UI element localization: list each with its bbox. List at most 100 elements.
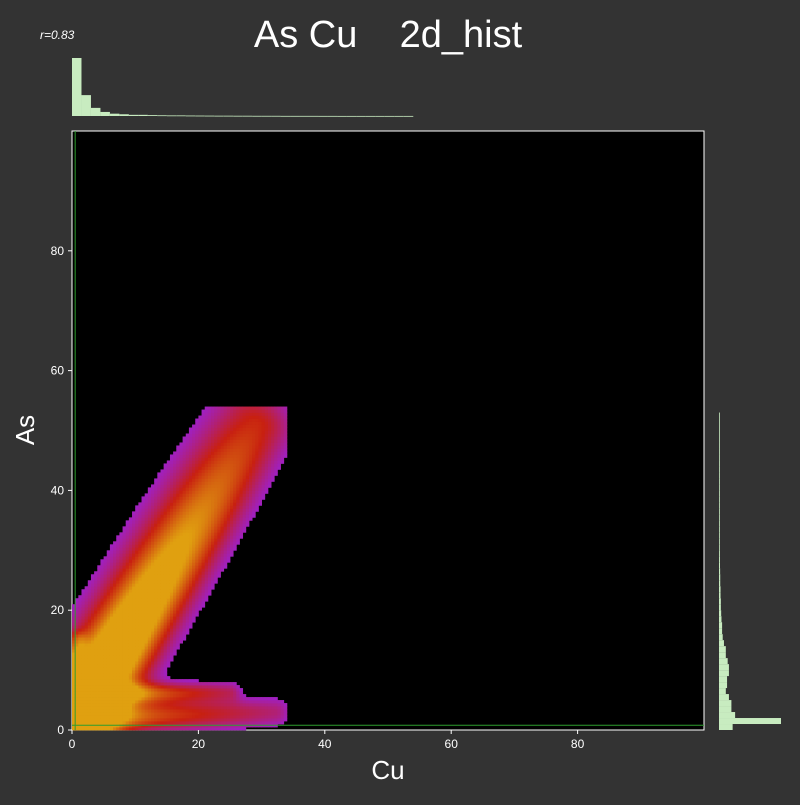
heatmap-cell — [173, 451, 177, 455]
heatmap-cell — [122, 607, 127, 611]
heatmap-cell — [204, 508, 209, 512]
heatmap-cell — [182, 529, 187, 533]
heatmap-cell — [267, 466, 272, 470]
heatmap-cell — [157, 544, 161, 548]
heatmap-cell — [166, 511, 171, 515]
heatmap-cell — [78, 694, 82, 698]
heatmap-cell — [176, 577, 180, 581]
heatmap-cell — [147, 526, 152, 530]
heatmap-cell — [100, 571, 104, 575]
heatmap-cell — [239, 694, 244, 698]
heatmap-cell — [125, 670, 130, 674]
heatmap-cell — [106, 655, 111, 659]
heatmap-cell — [255, 472, 259, 476]
heatmap-cell — [90, 679, 95, 683]
heatmap-cell — [151, 574, 155, 578]
heatmap-cell — [106, 688, 111, 692]
heatmap-cell — [236, 457, 240, 461]
heatmap-cell — [103, 682, 108, 686]
heatmap-cell — [72, 706, 76, 710]
heatmap-cell — [188, 484, 193, 488]
heatmap-cell — [87, 595, 92, 599]
heatmap-cell — [141, 541, 146, 545]
heatmap-cell — [173, 556, 177, 560]
heatmap-cell — [242, 478, 247, 482]
heatmap-cell — [125, 523, 130, 527]
heatmap-cell — [154, 580, 158, 584]
heatmap-cell — [113, 706, 117, 710]
heatmap-cell — [182, 574, 187, 578]
heatmap-cell — [81, 697, 86, 701]
heatmap-cell — [103, 559, 108, 563]
heatmap-cell — [195, 460, 199, 464]
heatmap-cell — [271, 721, 275, 725]
heatmap-cell — [113, 586, 117, 590]
heatmap-cell — [204, 565, 209, 569]
heatmap-cell — [226, 505, 231, 509]
heatmap-cell — [90, 694, 95, 698]
heatmap-cell — [166, 508, 171, 512]
heatmap-cell — [214, 472, 218, 476]
heatmap-cell — [160, 589, 165, 593]
heatmap-cell — [138, 658, 142, 662]
heatmap-cell — [255, 499, 259, 503]
heatmap-cell — [135, 637, 139, 641]
heatmap-cell — [274, 460, 278, 464]
heatmap-cell — [176, 547, 180, 551]
heatmap-cell — [125, 721, 130, 725]
heatmap-cell — [236, 409, 240, 413]
heatmap-cell — [103, 673, 108, 677]
heatmap-cell — [245, 439, 250, 443]
heatmap-cell — [201, 415, 206, 419]
heatmap-cell — [214, 691, 218, 695]
heatmap-cell — [179, 547, 183, 551]
heatmap-cell — [113, 715, 117, 719]
heatmap-cell — [151, 604, 155, 608]
heatmap-cell — [166, 568, 171, 572]
heatmap-cell — [173, 574, 177, 578]
heatmap-cell — [217, 559, 221, 563]
heatmap-cell — [135, 565, 139, 569]
heatmap-cell — [119, 661, 123, 665]
heatmap-cell — [201, 517, 206, 521]
heatmap-cell — [100, 706, 104, 710]
heatmap-cell — [132, 628, 136, 632]
heatmap-cell — [211, 475, 215, 479]
heatmap-cell — [100, 601, 104, 605]
heatmap-cell — [151, 634, 155, 638]
heatmap-cell — [204, 427, 209, 431]
heatmap-cell — [173, 601, 177, 605]
heatmap-cell — [119, 679, 123, 683]
heatmap-cell — [182, 628, 187, 632]
heatmap-cell — [176, 691, 180, 695]
heatmap-cell — [109, 619, 114, 623]
heatmap-cell — [214, 712, 218, 716]
heatmap-cell — [154, 718, 158, 722]
heatmap-cell — [274, 721, 278, 725]
heatmap-cell — [192, 463, 196, 467]
heatmap-cell — [207, 418, 212, 422]
heatmap-cell — [198, 703, 202, 707]
heatmap-cell — [280, 715, 285, 719]
heatmap-cell — [132, 562, 136, 566]
histogram-bar-y — [719, 556, 720, 563]
heatmap-cell — [195, 523, 199, 527]
heatmap-cell — [147, 595, 152, 599]
heatmap-cell — [151, 562, 155, 566]
heatmap-cell — [169, 553, 174, 557]
heatmap-cell — [214, 688, 218, 692]
heatmap-cell — [233, 499, 237, 503]
heatmap-cell — [106, 697, 111, 701]
heatmap-cell — [261, 445, 266, 449]
heatmap-cell — [201, 529, 206, 533]
heatmap-cell — [192, 691, 196, 695]
heatmap-cell — [204, 595, 209, 599]
heatmap-cell — [141, 514, 146, 518]
heatmap-cell — [135, 688, 139, 692]
heatmap-cell — [220, 466, 225, 470]
heatmap-cell — [84, 625, 89, 629]
heatmap-cell — [100, 610, 104, 614]
heatmap-cell — [192, 544, 196, 548]
heatmap-cell — [106, 619, 111, 623]
heatmap-cell — [195, 526, 199, 530]
